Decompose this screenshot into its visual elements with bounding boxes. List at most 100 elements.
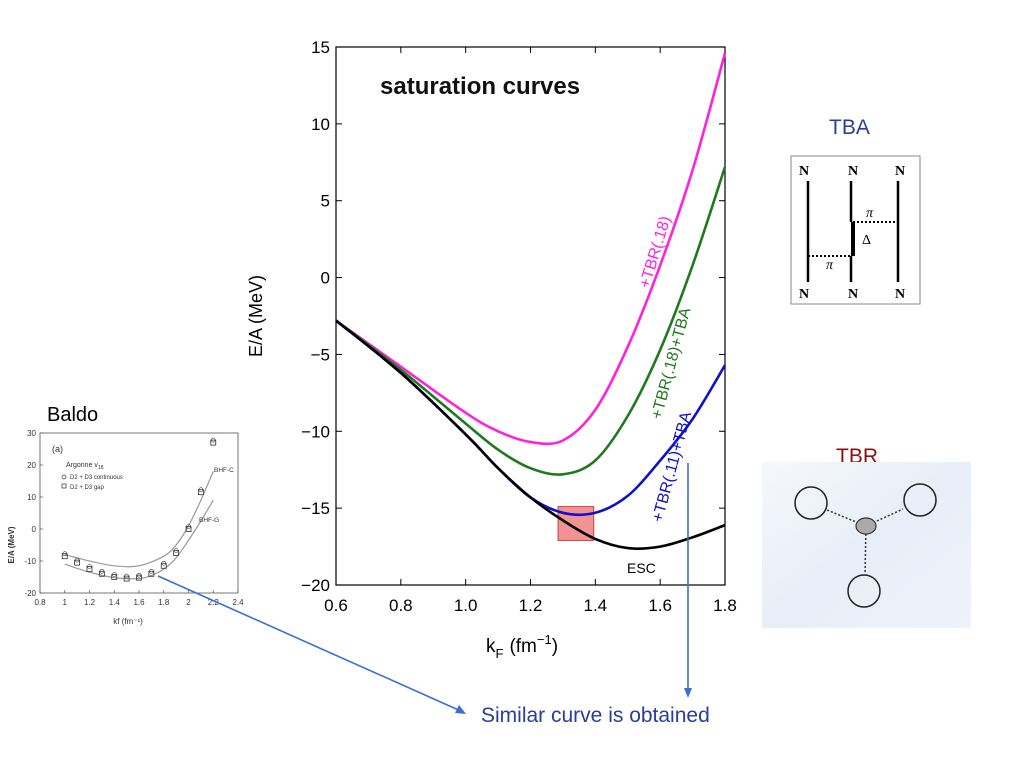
main-chart-title: saturation curves (380, 73, 580, 100)
arrow-from-baldo-head (455, 705, 466, 714)
baldo-continuous-marker (62, 551, 68, 557)
baldo-x-tick-label: 2 (186, 598, 191, 607)
x-tick-label: 0.6 (324, 596, 348, 615)
series-line-1 (335, 166, 727, 476)
y-tick-label: 5 (321, 192, 330, 211)
series-label-esc: ESC (627, 560, 656, 576)
tba-delta-label: Δ (862, 233, 871, 248)
baldo-legend-title: Argonne v18 (66, 462, 104, 471)
baldo-panel-label: (a) (52, 444, 63, 454)
tbr-nucleon-loop-bottom (847, 574, 881, 608)
baldo-continuous-marker (210, 437, 216, 443)
similar-curve-note: Similar curve is obtained (481, 704, 710, 727)
tbr-nucleon-loop-right (903, 483, 937, 517)
tba-title: TBA (829, 116, 870, 139)
arrow-from-baldo (157, 575, 464, 713)
tba-top-label-1: N (799, 164, 809, 179)
tbr-meson-line-right (865, 508, 904, 527)
baldo-series (61, 437, 217, 582)
baldo-gap-marker (136, 574, 142, 581)
tba-bottom-label-2: N (848, 287, 858, 302)
series-label-tbr18: +TBR(.18) (637, 214, 675, 290)
baldo-x-tick-label: 2.4 (232, 598, 244, 607)
baldo-gap-marker (173, 550, 180, 556)
baldo-x-tick-label: 1.6 (133, 598, 145, 607)
tba-pi-label-upper: π (866, 206, 874, 221)
baldo-x-tick-label: 2.2 (208, 598, 220, 607)
baldo-curve-2 (64, 499, 214, 580)
tbr-nucleon-loop-left (794, 486, 828, 520)
y-tick-label: −20 (301, 576, 330, 595)
baldo-gap-marker (185, 526, 192, 532)
baldo-y-tick-label: -20 (24, 589, 36, 598)
series-line-0 (335, 52, 727, 446)
x-axis-unit-close: ) (552, 636, 558, 657)
x-tick-label: 0.8 (389, 596, 413, 615)
baldo-y-tick-label: 30 (27, 429, 36, 438)
x-tick-label: 1.4 (584, 596, 608, 615)
x-axis-unit-exponent: −1 (537, 632, 552, 647)
main-series-lines (335, 52, 727, 550)
tbr-diagram-background (762, 462, 971, 628)
tba-feynman-diagram: N N N N N N π π Δ (790, 155, 921, 305)
baldo-legend-item-gap: D2 + D3 gap (70, 485, 105, 491)
baldo-gap-marker (160, 562, 167, 569)
tba-bottom-label-3: N (895, 287, 905, 302)
baldo-continuous-marker (149, 568, 154, 574)
tba-top-label-2: N (848, 164, 858, 179)
baldo-continuous-marker (74, 557, 80, 563)
baldo-legend-square-marker (61, 483, 67, 489)
y-tick-label: −15 (301, 499, 330, 518)
y-tick-label: 15 (311, 38, 330, 57)
x-tick-label: 1.2 (519, 596, 543, 615)
tba-top-label-3: N (895, 164, 905, 179)
baldo-x-axis-label: kf (fm⁻¹) (113, 617, 143, 626)
baldo-y-tick-label: 20 (27, 461, 36, 470)
baldo-gap-marker (148, 570, 155, 577)
baldo-legend-circle-marker (61, 474, 67, 480)
tba-bottom-label-1: N (799, 287, 809, 302)
y-tick-label: 10 (311, 115, 330, 134)
baldo-caption: Baldo (47, 404, 98, 426)
baldo-continuous-marker (186, 524, 191, 529)
x-tick-label: 1.6 (648, 596, 672, 615)
baldo-axis-ticks: -20 -10 0 10 20 30 0.8 1 1.2 1.4 1.6 1.8 2 2.2 2.4 (24, 429, 244, 607)
baldo-y-axis-label: E/A (MeV) (7, 526, 16, 563)
baldo-gap-marker (210, 439, 217, 446)
main-y-axis-label: E/A (MeV) (246, 275, 266, 357)
baldo-continuous-marker (111, 572, 117, 577)
baldo-continuous-marker (124, 573, 129, 579)
tbr-feynman-diagram (762, 462, 971, 628)
baldo-gap-marker (86, 566, 93, 572)
y-tick-label: 0 (321, 269, 330, 288)
baldo-continuous-marker (99, 568, 105, 574)
baldo-continuous-marker (136, 572, 142, 578)
baldo-x-tick-label: 1.2 (84, 598, 96, 607)
series-line-3 (335, 319, 726, 550)
baldo-y-tick-label: 0 (32, 525, 37, 534)
baldo-continuous-marker (161, 560, 167, 566)
baldo-legend-title-main: Argonne v (66, 462, 98, 469)
baldo-legend-title-sub: 18 (98, 465, 104, 471)
x-axis-subscript: F (496, 646, 504, 661)
baldo-y-tick-label: 10 (27, 493, 36, 502)
baldo-gap-marker (74, 559, 81, 566)
baldo-legend-item-continuous: D2 + D3 continuous (70, 475, 123, 481)
baldo-gap-marker (197, 489, 204, 496)
annotation-arrows (157, 463, 692, 714)
main-x-axis-label: kF (fm−1) (486, 632, 558, 661)
x-tick-label: 1.8 (713, 596, 737, 615)
baldo-x-tick-label: 1.8 (158, 598, 170, 607)
baldo-gap-marker (61, 553, 68, 560)
baldo-continuous-marker (87, 564, 92, 569)
baldo-curve-label-bhf-c: BHF-C (214, 467, 234, 474)
x-axis-symbol: k (486, 636, 496, 657)
y-tick-label: −10 (301, 422, 330, 441)
baldo-plot-frame (39, 432, 239, 594)
baldo-inset-chart: -20 -10 0 10 20 30 0.8 1 1.2 1.4 1.6 1.8 2 2.2 2.4 (a)… (7, 429, 244, 626)
baldo-gap-marker (98, 570, 105, 577)
x-axis-unit-open: (fm (509, 636, 536, 657)
x-tick-label: 1.0 (454, 596, 478, 615)
baldo-gap-marker (123, 575, 130, 582)
